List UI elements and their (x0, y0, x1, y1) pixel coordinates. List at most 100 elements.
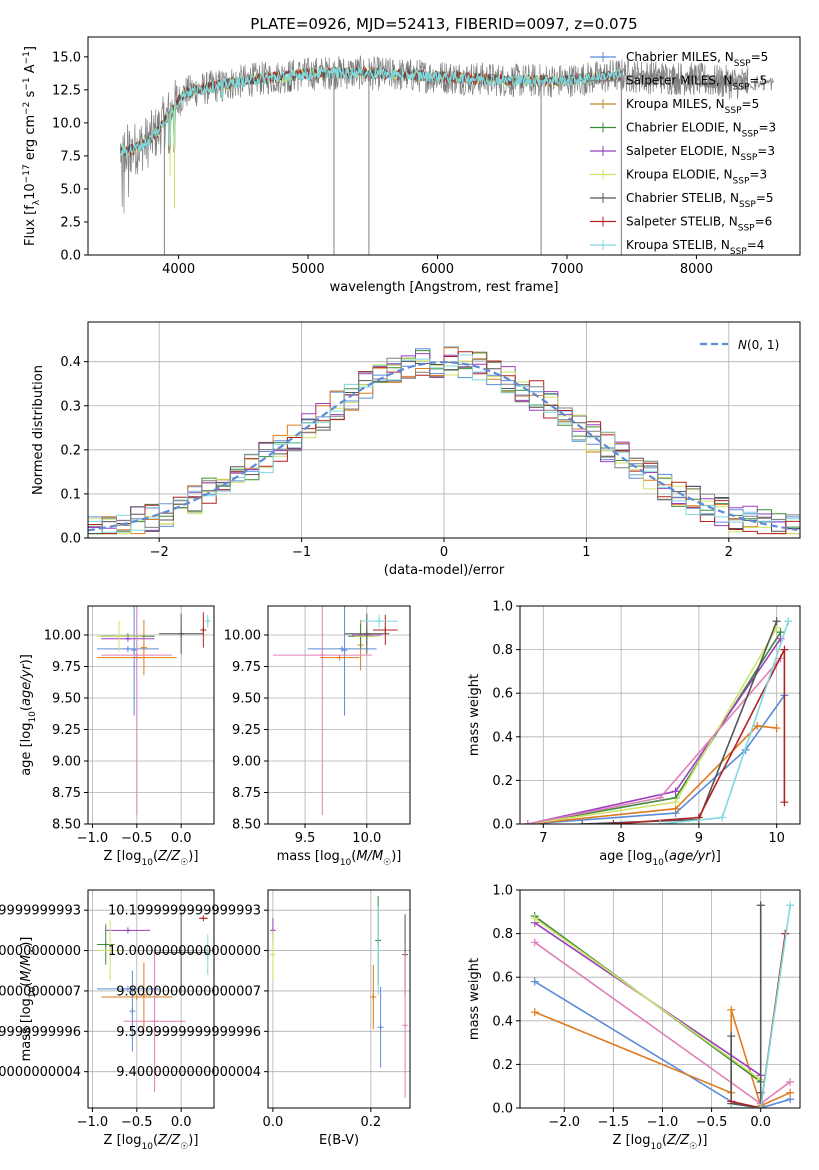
mass-vs-ebv-point-4 (375, 947, 382, 954)
mass-vs-z-xtick-label-1: −0.5 (121, 1115, 153, 1130)
age-vs-z-point-5 (124, 635, 131, 642)
mass-weight-vs-z-xlabel: Z [log10(Z/Z☉)] (613, 1133, 708, 1152)
age-vs-z-xtick-label-2: 0.0 (171, 831, 192, 846)
mass-weight-vs-age-marker-red-3 (780, 798, 789, 807)
spectrum-plot-area (119, 55, 774, 255)
mass-weight-vs-age-marker-cyan-2 (784, 617, 793, 626)
histogram-legend-label: N(0, 1) (738, 338, 779, 352)
spectrum-ylabel: Flux [fλ10−17 erg cm−2 s−1 A−1] (22, 46, 42, 246)
mass-weight-vs-z-marker-lime-0 (530, 914, 539, 923)
age-vs-mass-ytick-label-0: 8.50 (232, 818, 261, 833)
spectrum-ytick-label-6: 15.0 (52, 50, 81, 65)
age-vs-z-ytick-label-3: 9.25 (52, 723, 81, 738)
mass-vs-z-point-9 (200, 915, 207, 922)
spectrum-ytick-label-3: 7.5 (60, 149, 81, 164)
spectrum-ytick-label-4: 10.0 (52, 116, 81, 131)
age-vs-mass-ytick-label-3: 9.25 (232, 723, 261, 738)
mass-weight-vs-z-ytick-label-2: 0.4 (492, 1014, 513, 1029)
mass-weight-vs-z-ytick-label-3: 0.6 (492, 971, 513, 986)
mass-vs-ebv-frame (267, 889, 411, 1109)
spectrum-legend-label-0: Chabrier MILES, NSSP=5 (626, 50, 768, 69)
age-vs-mass-xlabel: mass [log10(M/M☉)] (277, 849, 402, 868)
age-vs-z-xlabel: Z [log10(Z/Z☉)] (104, 849, 199, 868)
age-vs-z-point-8 (178, 630, 185, 637)
mass-vs-ebv-panel: 0.0 0.2 9.4000000000000004 9.59999999999999… (108, 889, 411, 1148)
spectrum-ytick-label-5: 12.5 (52, 83, 81, 98)
residual-histogram-ytick-label-3: 0.3 (60, 399, 81, 414)
mass-weight-vs-z-ytick-label-5: 1.0 (492, 884, 513, 899)
age-vs-mass-point-9 (382, 626, 389, 633)
spectrum-model-line-cyan (119, 66, 622, 158)
age-vs-z-point-9 (200, 626, 207, 633)
mass-weight-vs-age-marker-dark-2 (772, 617, 781, 626)
spectrum-data-line (120, 55, 749, 214)
age-vs-z-ytick-label-0: 8.50 (52, 818, 81, 833)
mass-vs-z-ylabel: mass [log10(M/M☉)] (19, 937, 38, 1062)
mass-weight-vs-age-ylabel: mass weight (467, 674, 482, 756)
mass-weight-vs-z-marker-orange-2 (727, 1005, 736, 1014)
age-vs-z-ytick-label-6: 10.00 (44, 628, 81, 643)
mass-weight-vs-z-xtick-label-3: −0.5 (696, 1115, 728, 1130)
mass-vs-ebv-ytick-label-1: 9.5999999999999996 (116, 1025, 261, 1040)
mass-weight-vs-z-marker-orange-0 (530, 1008, 539, 1017)
mass-weight-vs-z-marker-cyan-1 (756, 1104, 765, 1108)
residual-histogram-xtick-label-3: 1 (582, 545, 590, 560)
histogram-series-gray (88, 357, 800, 528)
age-vs-mass-point-2 (336, 654, 343, 661)
mass-weight-vs-age-xtick-label-1: 8 (617, 831, 625, 846)
mass-vs-z-point-2 (133, 993, 140, 1000)
spectrum-xtick-label-3: 7000 (550, 262, 583, 277)
spectrum-ytick-label-2: 5.0 (60, 182, 81, 197)
mass-vs-ebv-xtick-label-1: 0.2 (360, 1115, 381, 1130)
age-vs-z-point-6 (116, 633, 123, 640)
age-vs-mass-ytick-label-1: 8.75 (232, 786, 261, 801)
mass-weight-vs-z-series-cyan (731, 905, 791, 1108)
mass-weight-vs-age-series-red (613, 649, 786, 824)
age-vs-z-xtick-label-1: −0.5 (121, 831, 153, 846)
residual-histogram-plot-area (88, 346, 800, 535)
age-vs-mass-ytick-label-4: 9.50 (232, 691, 261, 706)
spectrum-frame (87, 36, 801, 256)
mass-weight-vs-age-marker-pink-0 (523, 820, 532, 824)
spectrum-legend-label-3: Chabrier ELODIE, NSSP=3 (626, 121, 776, 140)
residual-histogram-xtick-label-0: −2 (150, 545, 169, 560)
spectrum-data-tail (621, 68, 774, 92)
mass-weight-vs-age-ytick-label-5: 1.0 (492, 600, 513, 615)
mass-vs-z-point-1 (129, 1008, 136, 1015)
mass-vs-ebv-point-7 (402, 1022, 409, 1029)
spectrum-xtick-label-2: 6000 (421, 262, 454, 277)
mass-vs-ebv-xtick-label-0: 0.0 (263, 1115, 284, 1130)
mass-weight-vs-age-xlabel: age [log10(age/yr)] (599, 849, 721, 868)
age-vs-z-point-10 (204, 618, 211, 625)
mass-weight-vs-z-ylabel: mass weight (467, 958, 482, 1040)
mass-vs-z-xlabel: Z [log10(Z/Z☉)] (104, 1133, 199, 1152)
age-vs-z-point-3 (140, 644, 147, 651)
age-vs-z-frame (87, 605, 215, 825)
mass-weight-vs-z-ytick-label-1: 0.2 (492, 1058, 513, 1073)
mass-weight-vs-z-marker-orange-4 (786, 1088, 795, 1097)
mass-weight-vs-age-plot-area (523, 617, 793, 824)
residual-histogram-ylabel: Normed distribution (31, 365, 46, 495)
mass-vs-z-ytick-label-4: 10.1999999999999993 (0, 904, 81, 919)
mass-weight-vs-z-xtick-label-1: −1.5 (598, 1115, 630, 1130)
mass-vs-z-point-0 (124, 985, 131, 992)
mass-vs-ebv-point-2 (370, 993, 377, 1000)
mass-vs-ebv-ytick-label-0: 9.4000000000000004 (116, 1065, 261, 1080)
mass-vs-ebv-point-1 (269, 951, 276, 958)
residual-histogram-ytick-label-2: 0.2 (60, 443, 81, 458)
mass-weight-vs-z-marker-pink-2 (786, 1077, 795, 1086)
mass-vs-z-ytick-label-3: 10.0000000000000000 (0, 944, 81, 959)
mass-weight-vs-age-ytick-label-1: 0.2 (492, 774, 513, 789)
age-vs-z-point-0 (124, 645, 131, 652)
mass-weight-vs-z-series-dark (730, 905, 762, 1108)
age-vs-mass-point-7 (319, 652, 326, 659)
residual-histogram-xlabel: (data-model)/error (384, 563, 505, 578)
mass-weight-vs-age-ytick-label-4: 0.8 (492, 643, 513, 658)
mass-weight-vs-z-xtick-label-2: −1.0 (647, 1115, 679, 1130)
mass-weight-vs-z-marker-cyan-0 (727, 1104, 736, 1108)
spectrum-legend-label-5: Kroupa ELODIE, NSSP=3 (626, 168, 767, 187)
mass-weight-vs-z-frame (519, 889, 801, 1109)
age-vs-z-ylabel: age [log10(age/yr)] (19, 654, 38, 776)
mass-vs-ebv-point-5 (377, 1024, 384, 1031)
age-vs-z-ytick-label-2: 9.00 (52, 754, 81, 769)
